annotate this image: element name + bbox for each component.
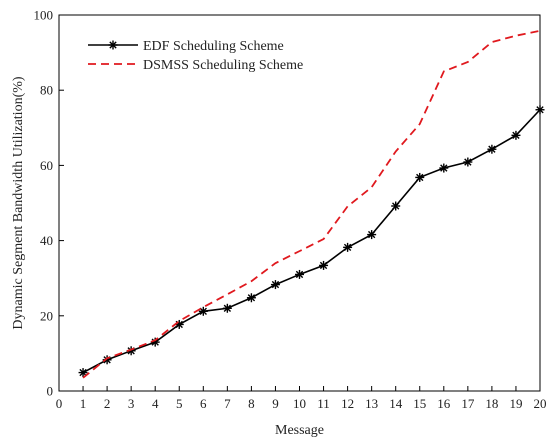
y-axis-title: Dynamic Segment Bandwidth Utilization(%) bbox=[11, 76, 26, 329]
legend-item: EDF Scheduling Scheme bbox=[88, 39, 284, 54]
x-tick-label: 19 bbox=[509, 396, 522, 411]
x-tick-label: 0 bbox=[56, 396, 63, 411]
y-tick-label: 20 bbox=[40, 308, 53, 323]
legend-item: DSMSS Scheduling Scheme bbox=[88, 58, 303, 73]
series-edf bbox=[78, 105, 545, 378]
x-tick-label: 6 bbox=[200, 396, 207, 411]
data-point-marker bbox=[487, 144, 497, 154]
x-tick-label: 2 bbox=[104, 396, 111, 411]
x-tick-label: 11 bbox=[317, 396, 330, 411]
x-tick-label: 9 bbox=[272, 396, 279, 411]
x-tick-label: 5 bbox=[176, 396, 183, 411]
data-point-marker bbox=[535, 105, 545, 115]
x-tick-label: 12 bbox=[341, 396, 354, 411]
y-tick-label: 100 bbox=[34, 8, 54, 23]
data-point-marker bbox=[511, 130, 521, 140]
data-point-marker bbox=[270, 280, 280, 290]
data-point-marker bbox=[367, 230, 377, 240]
x-tick-label: 4 bbox=[152, 396, 159, 411]
data-point-marker bbox=[78, 368, 88, 378]
x-axis: 0 1 2 3 4 5 6 7 8 9 10 11 12 13 14 15 16 17 18 19 20 bbox=[56, 386, 547, 411]
x-tick-label: 17 bbox=[461, 396, 475, 411]
data-point-marker bbox=[463, 157, 473, 167]
y-tick-label: 0 bbox=[47, 384, 54, 399]
series-line bbox=[82, 29, 541, 379]
x-tick-label: 14 bbox=[389, 396, 403, 411]
data-point-marker bbox=[108, 40, 118, 50]
data-point-marker bbox=[319, 260, 329, 270]
data-point-marker bbox=[391, 201, 401, 211]
series-line bbox=[82, 109, 541, 374]
y-tick-label: 80 bbox=[40, 83, 53, 98]
data-point-marker bbox=[295, 269, 304, 279]
x-axis-title: Message bbox=[275, 423, 324, 438]
x-tick-label: 3 bbox=[128, 396, 135, 411]
x-tick-label: 8 bbox=[248, 396, 255, 411]
series-dsmss bbox=[82, 29, 541, 379]
data-point-marker bbox=[222, 303, 232, 313]
x-tick-label: 7 bbox=[224, 396, 231, 411]
legend: EDF Scheduling Scheme DSMSS Scheduling Sc… bbox=[88, 39, 303, 73]
legend-label: EDF Scheduling Scheme bbox=[143, 39, 284, 54]
data-point-marker bbox=[198, 306, 208, 316]
x-tick-label: 20 bbox=[534, 396, 547, 411]
x-tick-label: 15 bbox=[413, 396, 426, 411]
data-point-marker bbox=[439, 163, 449, 173]
x-tick-label: 13 bbox=[365, 396, 378, 411]
x-tick-label: 10 bbox=[293, 396, 306, 411]
data-point-marker bbox=[343, 242, 353, 252]
x-tick-label: 16 bbox=[437, 396, 451, 411]
y-tick-label: 60 bbox=[40, 158, 53, 173]
y-tick-label: 40 bbox=[40, 233, 53, 248]
data-point-marker bbox=[246, 293, 256, 303]
legend-label: DSMSS Scheduling Scheme bbox=[143, 58, 303, 73]
x-tick-label: 1 bbox=[80, 396, 87, 411]
y-axis: 0 20 40 60 80 100 bbox=[34, 8, 64, 399]
data-point-marker bbox=[415, 172, 425, 182]
x-tick-label: 18 bbox=[485, 396, 498, 411]
series-layer bbox=[78, 29, 545, 379]
